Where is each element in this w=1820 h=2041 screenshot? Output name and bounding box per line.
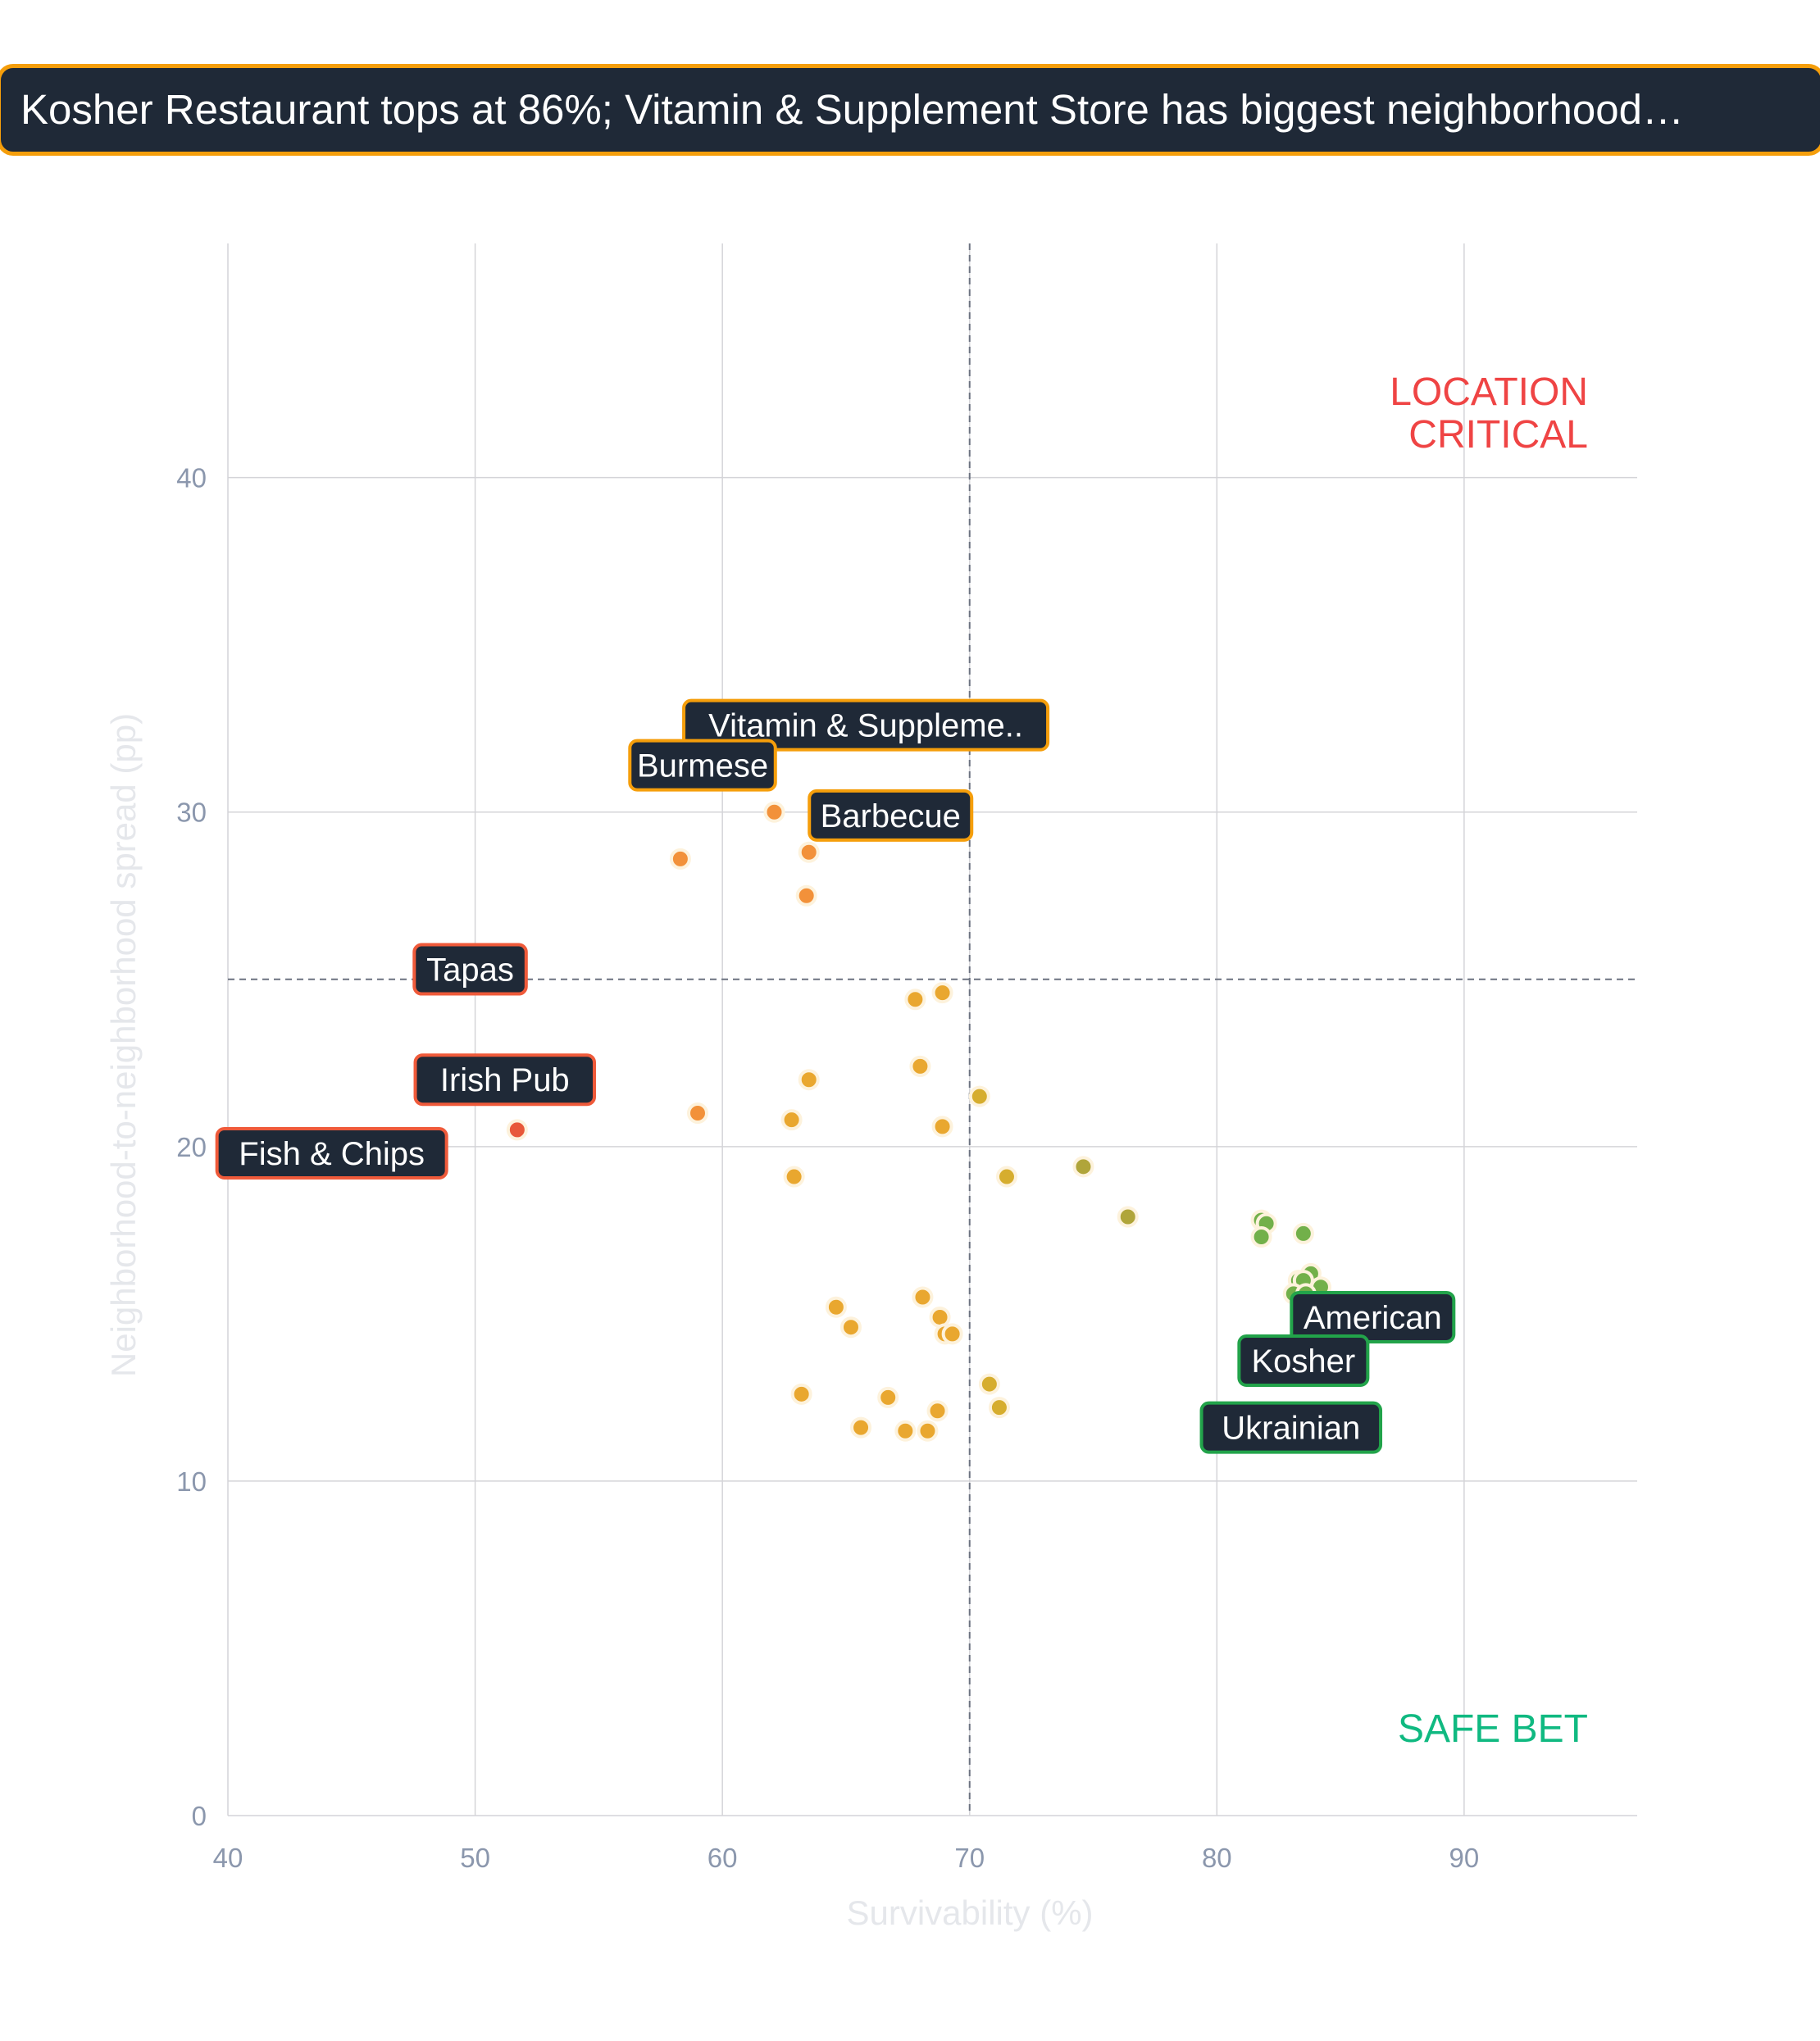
data-point — [763, 801, 785, 823]
x-tick-label: 90 — [1449, 1843, 1480, 1873]
data-point — [1292, 1222, 1314, 1244]
y-tick-label: 40 — [176, 463, 207, 493]
data-point — [978, 1373, 1000, 1395]
data-point — [795, 884, 817, 907]
y-tick-label: 30 — [176, 798, 207, 828]
quadrant-label-safe-bet: SAFE BET — [1398, 1707, 1588, 1751]
x-tick-label: 40 — [213, 1843, 243, 1873]
x-tick-label: 60 — [708, 1843, 738, 1873]
data-point — [850, 1416, 872, 1439]
point-label: Kosher — [1237, 1334, 1370, 1388]
data-point — [931, 1116, 953, 1138]
data-point — [968, 1085, 990, 1107]
x-tick-label: 50 — [460, 1843, 490, 1873]
point-label-box — [412, 943, 528, 996]
grid — [227, 243, 1637, 1816]
data-point — [941, 1323, 963, 1345]
point-label: Vitamin & Suppleme.. — [682, 698, 1050, 752]
point-label-text: Barbecue — [821, 798, 961, 834]
data-point — [1117, 1206, 1139, 1228]
quadrant-label-location-critical: CRITICAL — [1408, 413, 1588, 457]
x-tick-label: 70 — [954, 1843, 985, 1873]
x-tick-label: 80 — [1202, 1843, 1232, 1873]
point-labels: Vitamin & Suppleme.. Burmese Barbecue Tapas… — [215, 698, 1456, 1454]
point-label-box — [1290, 1290, 1456, 1343]
data-point — [909, 1055, 931, 1077]
point-label-box — [1199, 1401, 1383, 1454]
y-axis-title: Neighborhood-to-neighborhood spread (pp) — [104, 713, 143, 1377]
data-point — [912, 1286, 934, 1308]
quadrant-label-location-critical: LOCATION — [1390, 370, 1588, 414]
data-point — [798, 841, 820, 863]
data-point — [877, 1386, 899, 1408]
data-point — [931, 982, 953, 1004]
y-tick-label: 20 — [176, 1132, 207, 1162]
point-label-box — [1237, 1334, 1370, 1388]
data-point — [825, 1296, 847, 1318]
point-label-text: Burmese — [637, 748, 768, 784]
data-point — [1072, 1156, 1094, 1178]
point-label-text: Vitamin & Suppleme.. — [708, 708, 1023, 744]
data-points — [506, 801, 1331, 1442]
chart-headline: Kosher Restaurant tops at 86%; Vitamin &… — [0, 64, 1820, 156]
data-point — [988, 1397, 1010, 1419]
point-label-text: American — [1304, 1300, 1442, 1336]
point-label-text: Tapas — [426, 952, 514, 989]
data-point — [1250, 1226, 1272, 1248]
point-label: Burmese — [628, 739, 777, 792]
point-label-box — [682, 698, 1050, 752]
point-label-box — [215, 1126, 448, 1180]
point-label-text: Ukrainian — [1222, 1411, 1360, 1447]
data-point — [926, 1400, 949, 1422]
data-point — [839, 1316, 862, 1339]
point-label: Barbecue — [808, 789, 974, 842]
axis-ticks: 40 50 60 70 80 90 0 10 20 30 40 — [176, 463, 1479, 1873]
data-point — [894, 1420, 917, 1442]
point-label: American — [1290, 1290, 1456, 1343]
point-label-text: Fish & Chips — [239, 1136, 425, 1172]
reference-lines — [228, 243, 1637, 1816]
data-point — [506, 1119, 528, 1141]
data-point — [780, 1109, 803, 1131]
point-label-text: Kosher — [1251, 1343, 1355, 1380]
data-point — [790, 1383, 812, 1405]
data-point — [917, 1420, 939, 1442]
point-label: Ukrainian — [1199, 1401, 1383, 1454]
point-label: Fish & Chips — [215, 1126, 448, 1180]
y-tick-label: 0 — [192, 1801, 207, 1831]
data-point — [798, 1069, 820, 1091]
data-point — [669, 848, 691, 870]
data-point — [783, 1166, 805, 1188]
point-label-box — [808, 789, 974, 842]
point-label-box — [413, 1053, 597, 1107]
data-point — [995, 1166, 1017, 1188]
point-label-box — [628, 739, 777, 792]
point-label-text: Irish Pub — [440, 1062, 570, 1098]
y-tick-label: 10 — [176, 1466, 207, 1497]
point-label: Irish Pub — [413, 1053, 597, 1107]
data-point — [687, 1102, 708, 1125]
point-label: Tapas — [412, 943, 528, 996]
data-point — [904, 989, 926, 1011]
x-axis-title: Survivability (%) — [846, 1893, 1093, 1932]
